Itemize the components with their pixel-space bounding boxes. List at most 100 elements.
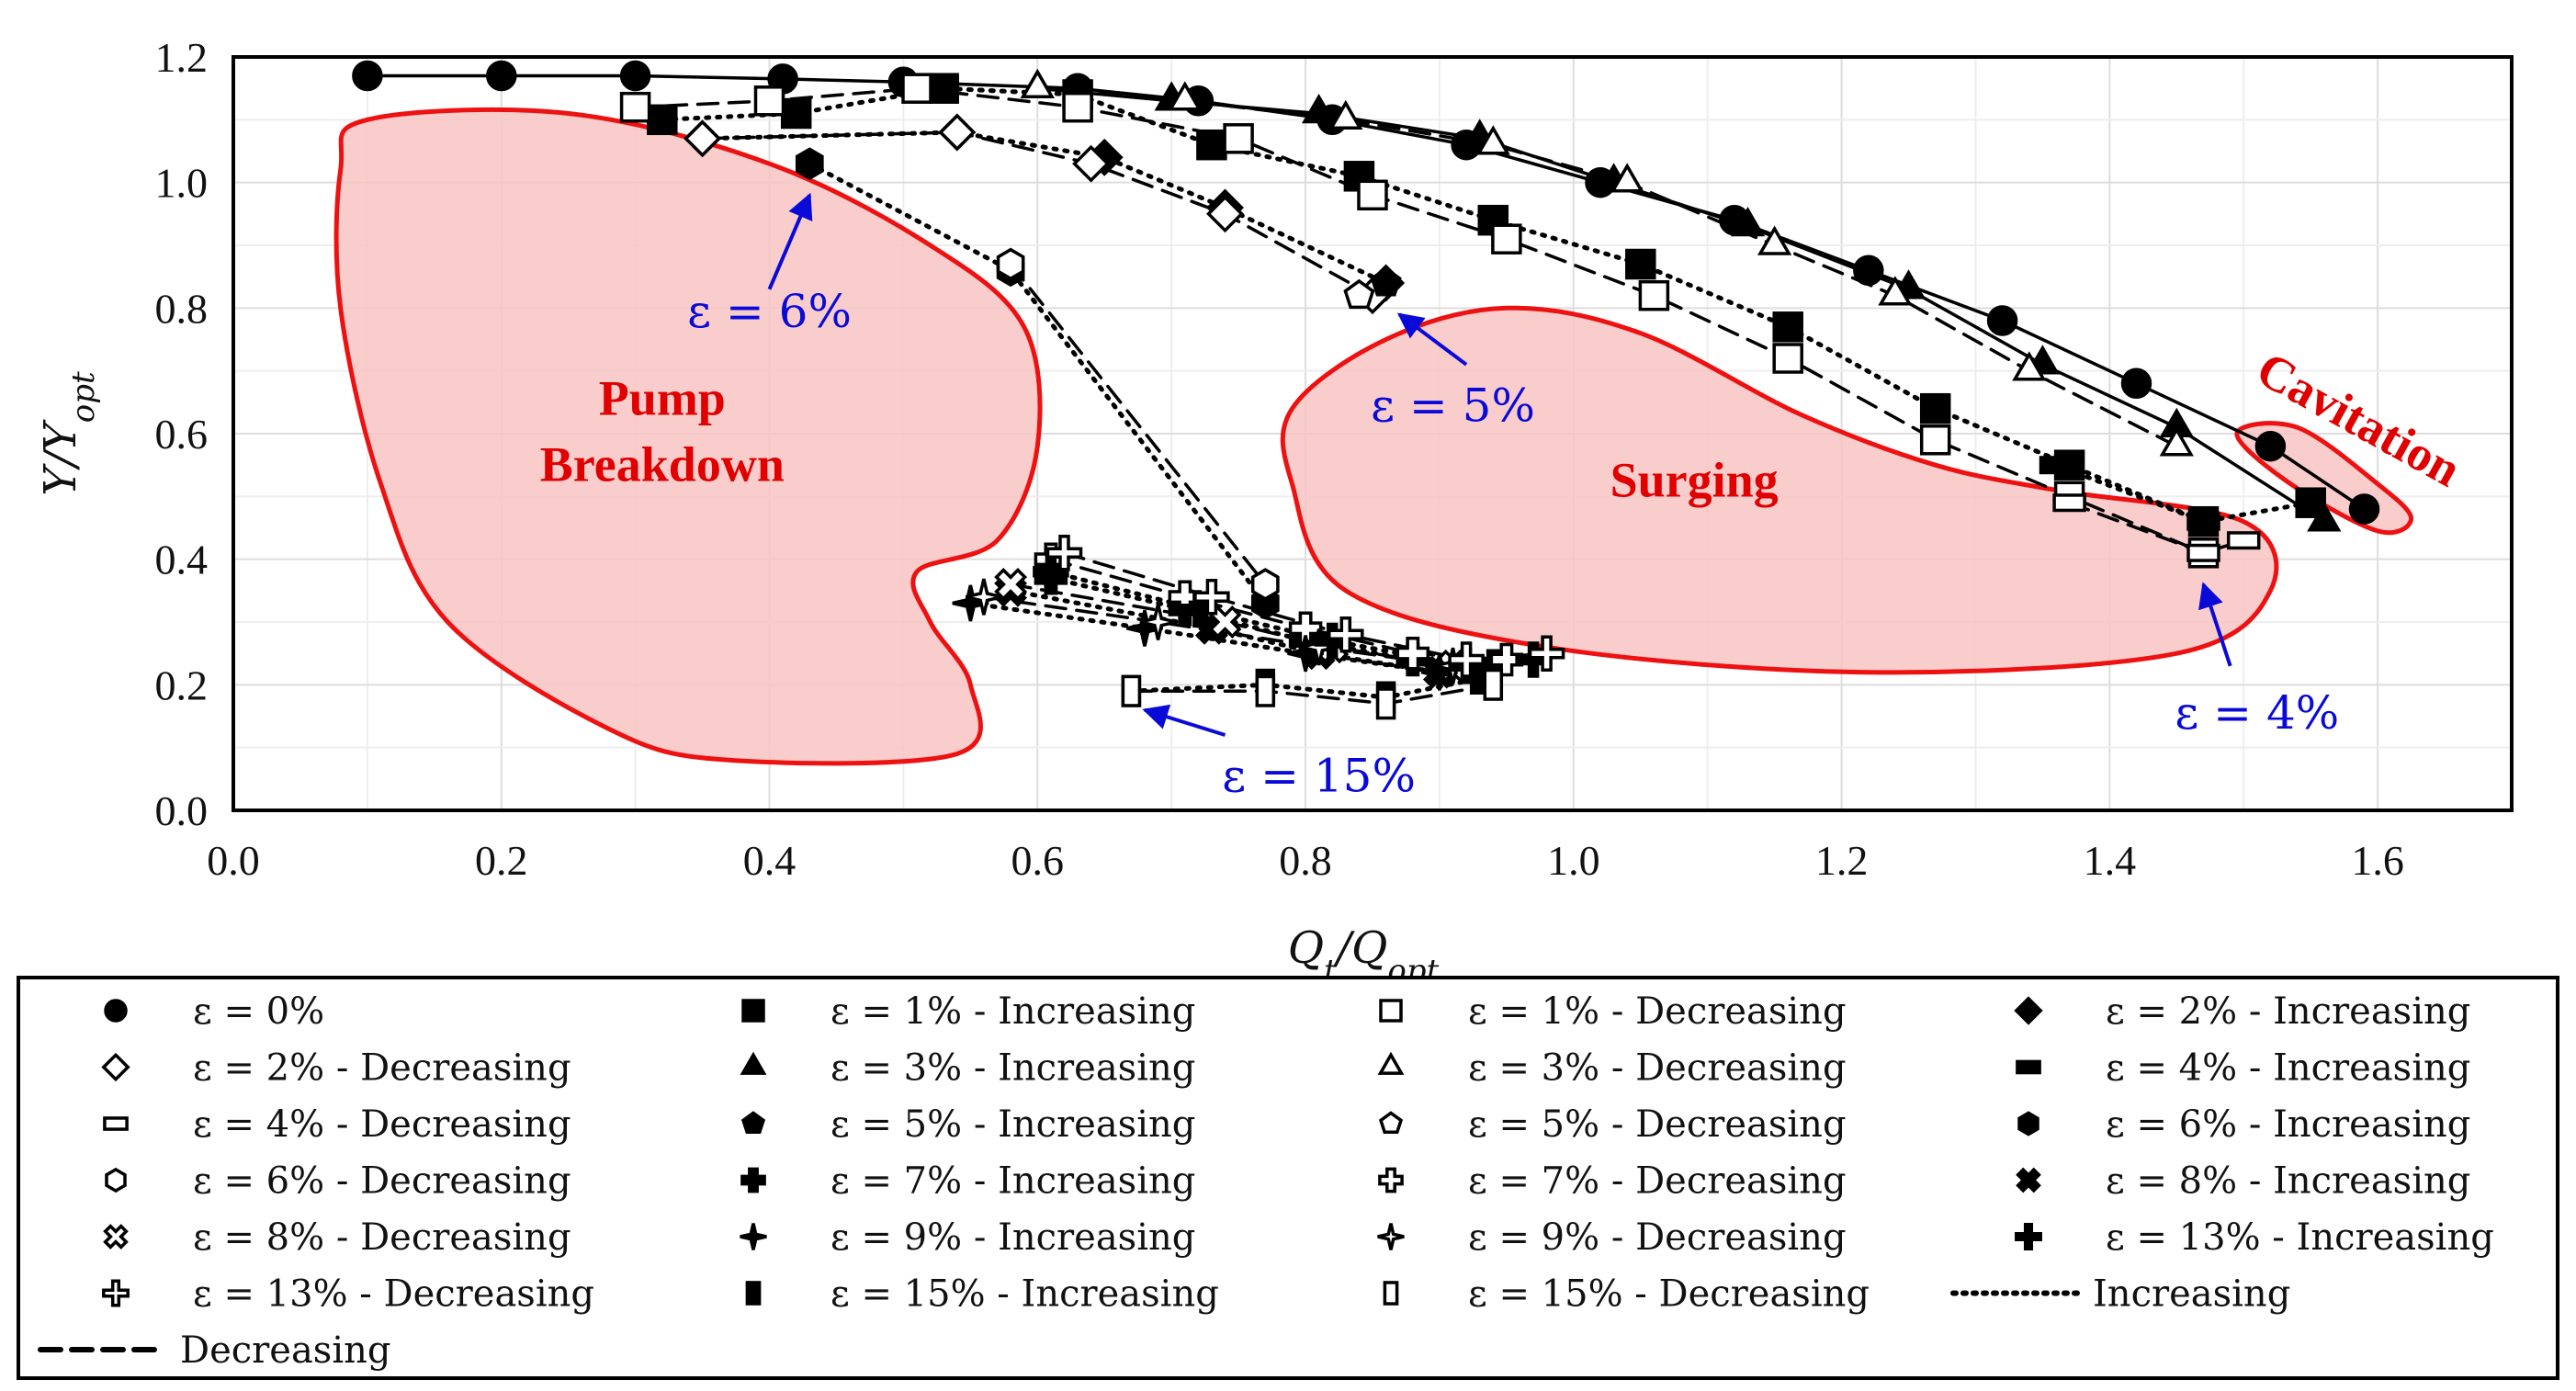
marker-eps-8pct-decreasing: [994, 568, 1028, 601]
marker-eps-13pct-decreasing: [1528, 635, 1565, 672]
legend-marker: [2016, 1167, 2041, 1193]
x-tick-label: 1.4: [2084, 837, 2137, 884]
marker-eps-2pct-decreasing: [1072, 144, 1111, 183]
marker-eps-13pct-increasing: [1033, 553, 1069, 591]
marker-eps-15pct-decreasing: [1121, 674, 1142, 707]
legend-label: ε = 4% - Increasing: [2106, 1047, 2470, 1090]
legend-item-eps-1pct-increasing: ε = 1% - Increasing: [741, 990, 1195, 1033]
y-tick-label: 0.0: [155, 787, 209, 834]
marker-eps-0pct: [1986, 305, 2018, 336]
legend-marker: [1377, 1223, 1405, 1250]
marker-eps-6pct-decreasing: [1250, 568, 1280, 601]
marker-eps-3pct-decreasing: [2159, 426, 2194, 457]
legend-marker: [1377, 1051, 1405, 1075]
series-line-eps-6pct-increasing: [807, 161, 1268, 605]
annotation-label-eps-6pct: ε = 6%: [687, 285, 852, 338]
legend-marker: [1383, 1281, 1399, 1306]
marker-eps-1pct-decreasing: [1919, 424, 1951, 456]
region-label-pump-breakdown: Pump Breakdown: [540, 371, 785, 492]
marker-eps-4pct-increasing: [2186, 512, 2220, 531]
annotation-arrow-eps-6pct: [767, 192, 813, 290]
legend-item-eps-8pct-increasing: ε = 8% - Increasing: [2016, 1160, 2470, 1203]
annotations: ε = 6% ε = 5% ε = 4% ε = 15%: [687, 192, 2339, 803]
legend-item-eps-9pct-decreasing: ε = 9% - Decreasing: [1377, 1216, 1847, 1259]
marker-eps-3pct-increasing: [2307, 502, 2342, 532]
legend: ε = 0% ε = 1% - Increasing ε = 1% - Decrea…: [38, 990, 2494, 1372]
marker-eps-4pct-decreasing: [2226, 531, 2261, 550]
legend-item-eps-15pct-increasing: ε = 15% - Increasing: [745, 1273, 1219, 1316]
legend-label: ε = 3% - Decreasing: [1468, 1047, 1847, 1090]
marker-eps-15pct-decreasing: [1375, 687, 1396, 720]
legend-label: ε = 7% - Decreasing: [1468, 1160, 1847, 1203]
annotation-label-eps-5pct: ε = 5%: [1371, 379, 1535, 432]
legend-label: ε = 8% - Decreasing: [193, 1216, 571, 1259]
legend-label: ε = 15% - Decreasing: [1468, 1273, 1870, 1316]
series-markers: [352, 60, 2380, 720]
legend-label: ε = 9% - Increasing: [830, 1216, 1195, 1259]
marker-eps-2pct-decreasing: [938, 113, 977, 152]
x-tick-label: 0.2: [475, 837, 528, 884]
legend-label: ε = 6% - Increasing: [2106, 1103, 2470, 1146]
legend-item-eps-1pct-decreasing: ε = 1% - Decreasing: [1379, 990, 1847, 1033]
marker-eps-1pct-decreasing: [901, 73, 932, 104]
legend-marker: [2017, 1111, 2039, 1137]
legend-item-eps-9pct-increasing: ε = 9% - Increasing: [740, 1216, 1195, 1259]
marker-eps-0pct: [486, 60, 517, 92]
marker-eps-13pct-decreasing: [1193, 578, 1230, 616]
marker-eps-0pct: [2254, 430, 2287, 462]
marker-eps-15pct-decreasing: [1255, 674, 1276, 707]
legend-label: Decreasing: [180, 1329, 390, 1372]
marker-eps-3pct-decreasing: [2012, 351, 2047, 381]
legend-label: ε = 0%: [193, 990, 324, 1033]
legend-label: ε = 6% - Decreasing: [193, 1160, 571, 1203]
legend-label: ε = 2% - Increasing: [2106, 990, 2470, 1033]
marker-eps-1pct-decreasing: [1062, 91, 1093, 123]
legend-marker: [740, 1111, 766, 1135]
marker-eps-1pct-decreasing: [1638, 279, 1670, 311]
annotation-arrow-eps-15pct: [1142, 704, 1226, 737]
marker-eps-5pct-decreasing: [1343, 278, 1375, 310]
legend-marker: [103, 1224, 129, 1250]
marker-eps-1pct-increasing: [1919, 392, 1951, 424]
marker-eps-7pct-decreasing: [1489, 642, 1524, 677]
y-tick-label: 0.2: [155, 662, 209, 708]
plot-frame: [232, 55, 2514, 812]
legend-label: ε = 4% - Decreasing: [193, 1103, 571, 1146]
legend-marker: [1378, 1111, 1404, 1135]
annotation-arrow-eps-5pct: [1396, 312, 1468, 367]
x-tick-label: 0.6: [1011, 837, 1065, 884]
legend-marker: [2016, 1059, 2041, 1075]
marker-eps-9pct-decreasing: [1139, 604, 1177, 640]
marker-eps-4pct-increasing: [2039, 456, 2073, 475]
marker-eps-3pct-decreasing: [1757, 225, 1792, 255]
legend-label: ε = 8% - Increasing: [2106, 1160, 2470, 1203]
marker-eps-1pct-increasing: [1196, 129, 1227, 161]
legend-marker: [745, 1281, 762, 1306]
legend-item-eps-13pct-decreasing: ε = 13% - Decreasing: [102, 1273, 594, 1316]
legend-marker: [741, 999, 765, 1023]
marker-eps-1pct-increasing: [647, 104, 678, 136]
legend-label: ε = 5% - Increasing: [830, 1103, 1195, 1146]
marker-eps-1pct-increasing: [780, 97, 812, 130]
y-tick-label: 0.8: [155, 285, 209, 332]
series-line-eps-9pct-decreasing: [982, 594, 1455, 668]
marker-eps-3pct-decreasing: [1475, 125, 1510, 155]
y-tick-label: 0.6: [155, 411, 209, 458]
region-label-surging: Surging: [1610, 452, 1779, 507]
marker-eps-3pct-decreasing: [1168, 81, 1203, 111]
marker-eps-1pct-increasing: [1772, 311, 1803, 343]
marker-eps-2pct-decreasing: [1206, 195, 1244, 233]
legend-item-eps-4pct-decreasing: ε = 4% - Decreasing: [103, 1103, 571, 1146]
legend-marker: [101, 1052, 130, 1082]
series-line-eps-0pct: [366, 74, 2367, 511]
legend-marker: [104, 999, 128, 1023]
legend-marker: [740, 1051, 767, 1075]
legend-item-eps-15pct-decreasing: ε = 15% - Decreasing: [1383, 1273, 1870, 1316]
legend-item-eps-7pct-increasing: ε = 7% - Increasing: [740, 1160, 1195, 1203]
y-tick-label: 1.2: [155, 34, 209, 81]
y-tick-label: 0.4: [155, 537, 209, 583]
annotation-arrow-eps-4pct: [2198, 582, 2232, 667]
series-line-eps-9pct-increasing: [967, 601, 1442, 675]
marker-eps-7pct-decreasing: [1395, 636, 1430, 671]
legend-item-eps-13pct-increasing: ε = 13% - Increasing: [2015, 1216, 2494, 1259]
